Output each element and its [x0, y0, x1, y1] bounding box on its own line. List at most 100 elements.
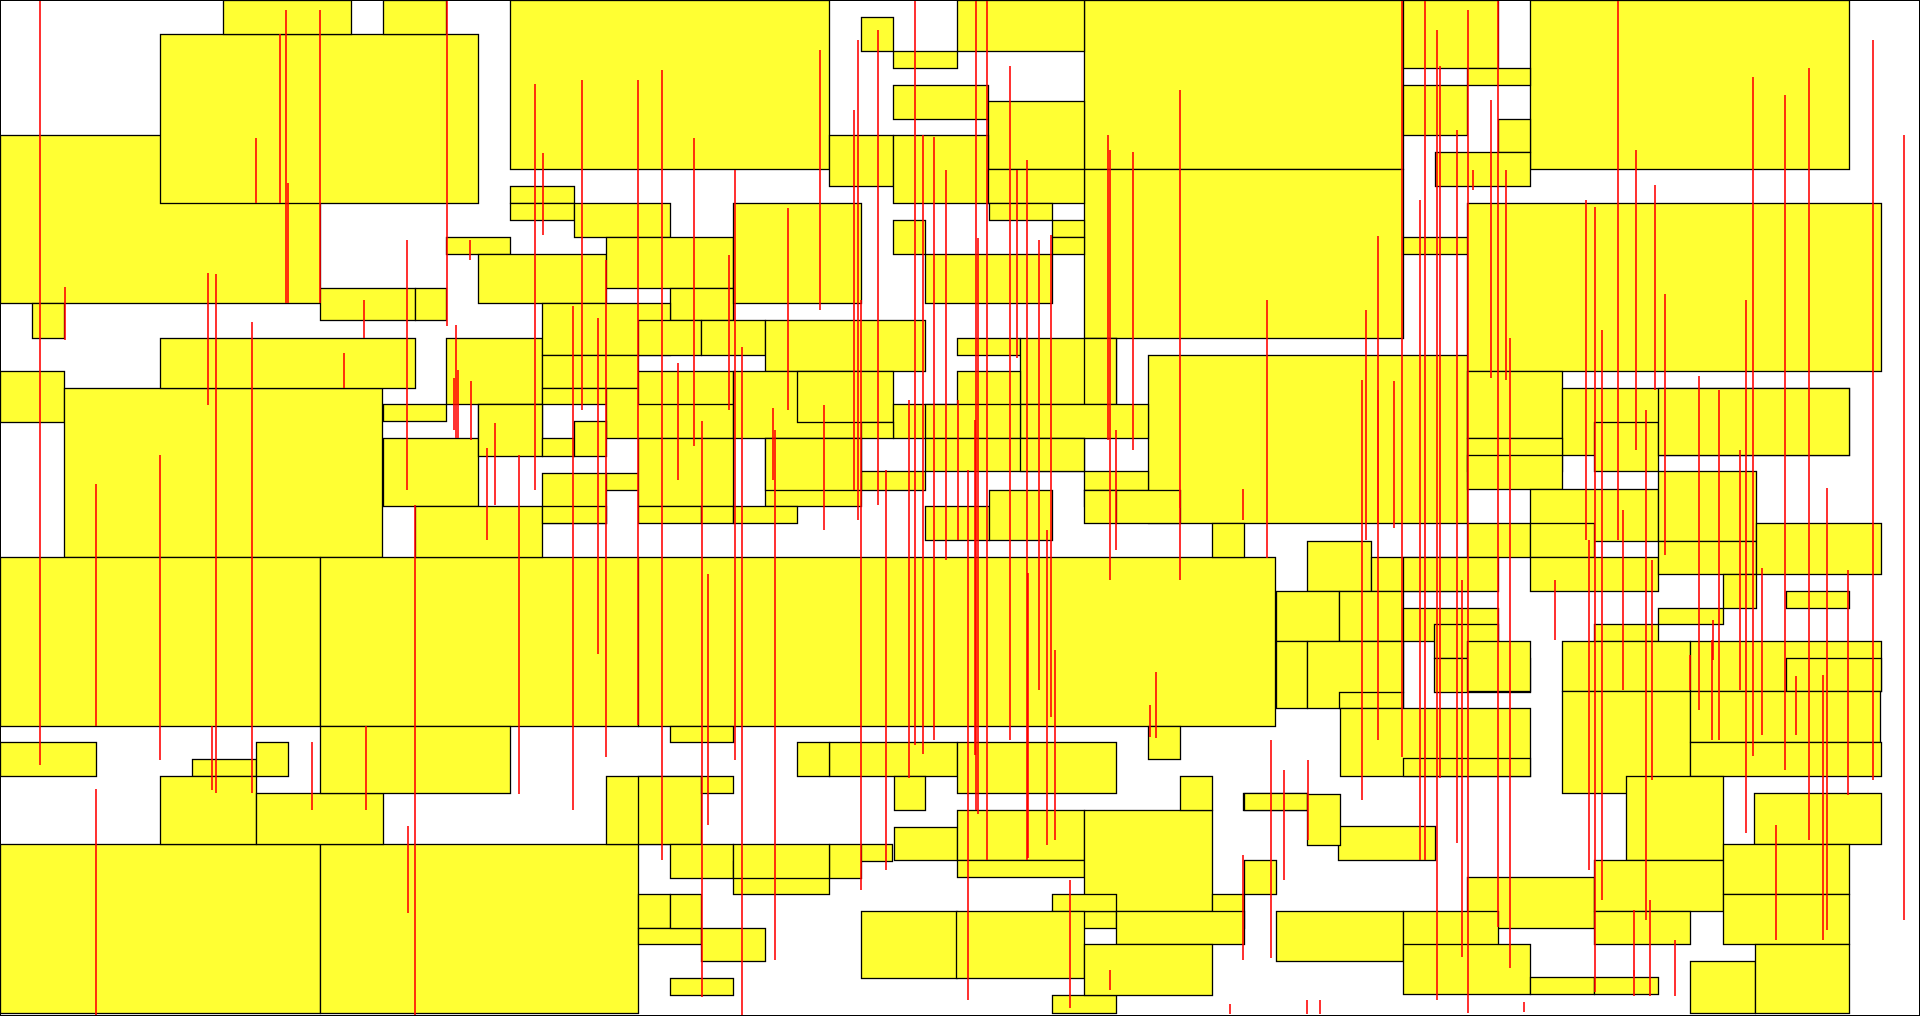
yellow-rectangle: [1657, 470, 1758, 543]
yellow-rectangle: [1689, 960, 1757, 1015]
yellow-rectangle: [1785, 657, 1883, 693]
yellow-rectangle: [956, 337, 1022, 357]
yellow-rectangle: [669, 893, 703, 930]
yellow-rectangle: [987, 100, 1086, 171]
yellow-rectangle: [0, 370, 66, 424]
yellow-rectangle: [1402, 757, 1532, 778]
yellow-rectangle: [1754, 943, 1851, 1015]
yellow-rectangle: [1593, 976, 1660, 996]
yellow-rectangle: [1083, 943, 1214, 997]
yellow-rectangle: [924, 403, 1022, 440]
yellow-rectangle: [1306, 540, 1373, 593]
yellow-rectangle: [414, 505, 544, 559]
yellow-rectangle: [1147, 725, 1182, 761]
yellow-rectangle: [1593, 421, 1660, 473]
yellow-rectangle: [541, 387, 608, 406]
yellow-rectangle: [637, 370, 735, 406]
yellow-rectangle: [191, 758, 258, 778]
yellow-rectangle: [700, 505, 735, 525]
yellow-rectangle: [159, 775, 258, 846]
yellow-rectangle: [319, 843, 640, 1015]
yellow-rectangle: [924, 253, 1054, 305]
yellow-rectangle: [1275, 640, 1309, 710]
yellow-rectangle: [1211, 522, 1246, 559]
yellow-rectangle: [1657, 387, 1851, 457]
yellow-rectangle: [1051, 219, 1086, 239]
yellow-rectangle: [828, 843, 863, 880]
yellow-rectangle: [1466, 522, 1532, 559]
yellow-rectangle: [1657, 607, 1725, 626]
yellow-rectangle: [1275, 590, 1341, 643]
yellow-rectangle: [796, 370, 895, 424]
yellow-rectangle: [1402, 556, 1500, 593]
yellow-rectangle: [477, 253, 608, 305]
yellow-rectangle: [1497, 118, 1532, 154]
yellow-rectangle: [1179, 775, 1214, 812]
yellow-rectangle: [1689, 741, 1883, 778]
yellow-rectangle: [732, 505, 799, 525]
yellow-rectangle: [445, 236, 512, 256]
yellow-rectangle: [1561, 640, 1692, 693]
yellow-rectangle: [732, 202, 863, 305]
yellow-rectangle: [1083, 0, 1405, 171]
yellow-rectangle: [477, 403, 544, 458]
yellow-rectangle: [1466, 202, 1883, 373]
yellow-rectangle: [700, 319, 767, 357]
yellow-rectangle: [1051, 994, 1118, 1015]
yellow-rectangle: [637, 556, 1277, 728]
yellow-rectangle: [1593, 623, 1660, 643]
yellow-rectangle: [860, 910, 959, 980]
yellow-rectangle: [319, 287, 417, 322]
yellow-rectangle: [1593, 859, 1725, 913]
yellow-rectangle: [892, 84, 990, 121]
yellow-rectangle: [1338, 691, 1405, 710]
yellow-rectangle: [1722, 893, 1851, 946]
yellow-rectangle: [382, 0, 448, 36]
yellow-rectangle: [1019, 403, 1150, 440]
yellow-rectangle: [1402, 943, 1532, 996]
yellow-rectangle: [414, 287, 448, 322]
yellow-rectangle: [1785, 590, 1851, 610]
yellow-rectangle: [828, 134, 895, 188]
yellow-rectangle: [637, 437, 735, 508]
yellow-rectangle: [988, 202, 1054, 222]
yellow-rectangle: [956, 859, 1086, 879]
yellow-rectangle: [892, 50, 959, 70]
yellow-rectangle: [1115, 489, 1182, 525]
yellow-rectangle: [382, 403, 448, 423]
yellow-rectangle: [987, 168, 1086, 205]
yellow-rectangle: [956, 0, 1086, 53]
yellow-rectangle: [382, 437, 480, 508]
yellow-rectangle: [0, 843, 322, 1015]
yellow-rectangle: [732, 843, 831, 880]
yellow-rectangle: [1337, 825, 1437, 862]
yellow-rectangle: [159, 337, 417, 390]
yellow-rectangle: [1243, 792, 1309, 812]
yellow-rectangle: [892, 134, 990, 205]
yellow-rectangle: [1753, 792, 1883, 846]
yellow-rectangle: [509, 0, 831, 171]
yellow-rectangle: [1115, 910, 1246, 946]
yellow-rectangle: [1083, 489, 1118, 525]
yellow-rectangle: [1466, 370, 1564, 440]
yellow-rectangle: [63, 387, 384, 559]
yellow-rectangle: [956, 809, 1086, 862]
yellow-rectangle: [1402, 0, 1500, 70]
yellow-rectangle: [700, 927, 767, 963]
yellow-rectangle: [1275, 910, 1405, 963]
yellow-rectangle: [860, 470, 927, 492]
yellow-rectangle: [1529, 522, 1596, 559]
yellow-rectangle: [573, 202, 672, 239]
yellow-rectangle: [1593, 910, 1692, 946]
yellow-rectangle: [637, 927, 703, 946]
yellow-rectangle: [1051, 236, 1086, 256]
yellow-rectangle: [605, 472, 640, 492]
yellow-rectangle: [637, 893, 672, 930]
yellow-rectangle: [541, 354, 640, 390]
yellow-rectangle: [956, 741, 1118, 795]
yellow-rectangle: [255, 792, 385, 846]
yellow-rectangle: [1529, 0, 1851, 171]
yellow-rectangle: [1466, 67, 1532, 87]
